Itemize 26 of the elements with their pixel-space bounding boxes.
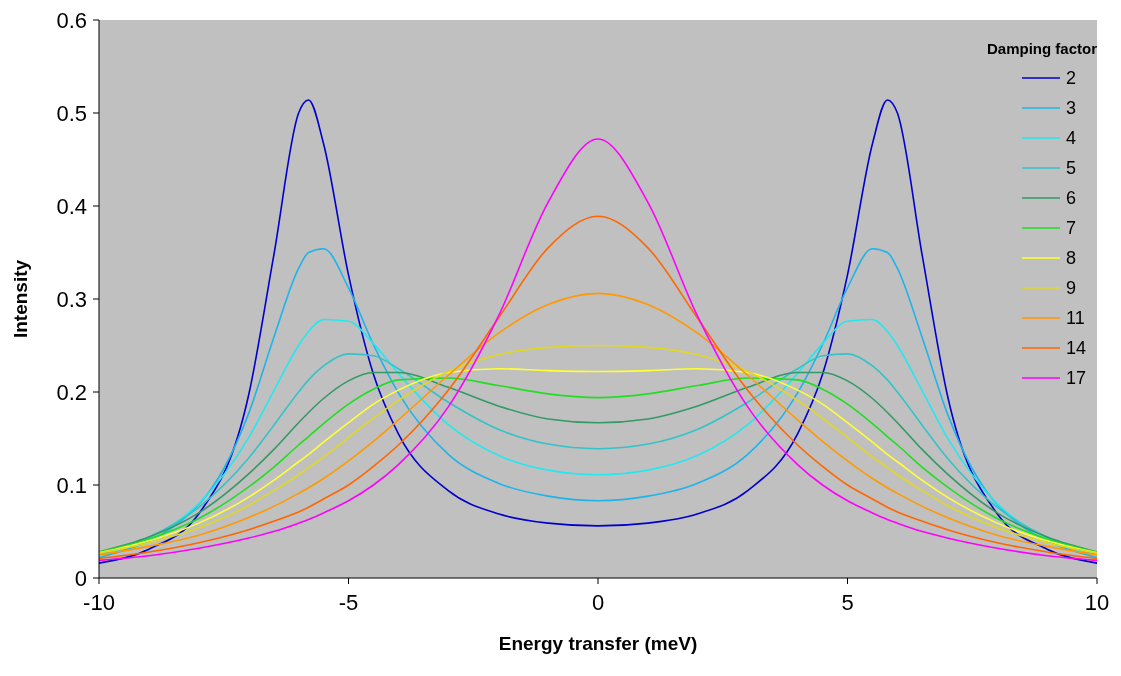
legend-title: Damping factor (986, 40, 1098, 57)
x-axis-title: Energy transfer (meV) (498, 633, 698, 654)
legend-label: 2 (1066, 68, 1077, 89)
x-tick-label: -5 (338, 590, 359, 615)
x-tick-label: 5 (841, 590, 854, 615)
y-tick-label: 0.4 (56, 193, 87, 219)
x-tick-label: 0 (591, 590, 605, 615)
legend-label: 3 (1066, 98, 1077, 119)
legend-label: 8 (1066, 248, 1077, 269)
legend-label: 6 (1066, 188, 1077, 209)
y-tick-label: 0.2 (56, 379, 87, 405)
y-tick-label: 0 (74, 565, 87, 591)
y-tick-label: 0.6 (56, 7, 87, 33)
x-tick-label: 10 (1084, 590, 1110, 615)
legend-label: 4 (1066, 128, 1077, 149)
x-tick-label: -10 (83, 590, 115, 615)
y-axis-title: Intensity (10, 259, 31, 339)
legend-label: 11 (1066, 308, 1085, 329)
legend-label: 9 (1066, 278, 1077, 299)
legend-label: 5 (1066, 158, 1077, 179)
y-tick-label: 0.5 (56, 100, 87, 126)
legend-label: 7 (1066, 218, 1077, 239)
legend-label: 14 (1066, 338, 1087, 359)
y-tick-label: 0.1 (56, 472, 87, 498)
y-tick-label: 0.3 (56, 286, 87, 312)
legend-label: 17 (1066, 368, 1087, 389)
